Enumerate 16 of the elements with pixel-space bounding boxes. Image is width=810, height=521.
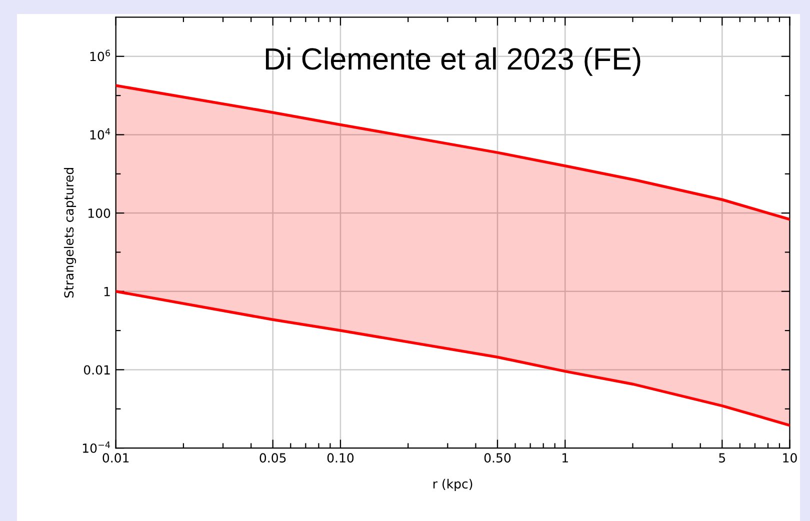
y-tick-label: 10$^{6}$ xyxy=(90,50,110,62)
x-tick-label: 0.05 xyxy=(260,453,286,463)
y-tick-label: 10$^{4}$ xyxy=(90,128,110,140)
y-axis-title: Strangelets captured xyxy=(64,168,76,298)
y-tick-label: 0.01 xyxy=(84,365,110,375)
text: Di Clemente et al 2023 (FE) xyxy=(266,47,640,76)
x-tick-label: 0.10 xyxy=(327,453,354,463)
x-tick-label: 0.01 xyxy=(102,453,129,463)
x-tick-label: 10 xyxy=(783,453,797,463)
y-tick-label: 1 xyxy=(104,287,110,296)
x-axis-title: r (kpc) xyxy=(433,478,472,492)
y-tick-label: 10$^{−4}$ xyxy=(82,442,110,453)
y-tick-label: 100 xyxy=(88,208,110,218)
x-tick-label: 5 xyxy=(719,453,726,463)
x-tick-label: 1 xyxy=(562,453,568,462)
x-tick-label: 0.50 xyxy=(484,453,511,463)
